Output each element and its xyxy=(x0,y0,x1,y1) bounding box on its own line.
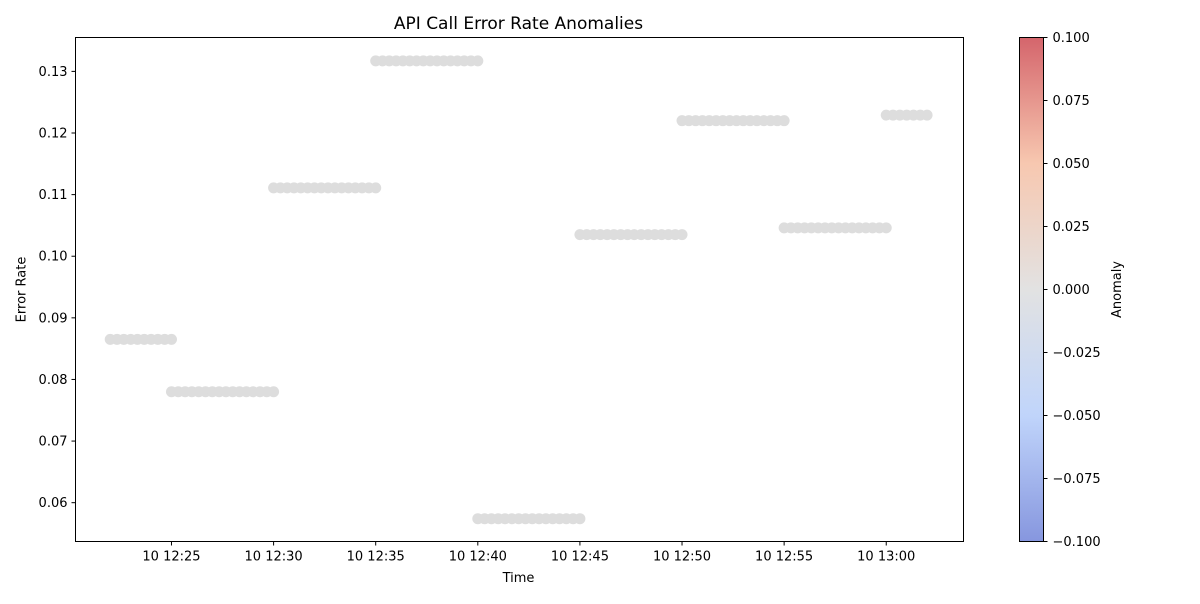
y-tick-label: 0.13 xyxy=(39,65,68,80)
colorbar-tick-label: −0.075 xyxy=(1053,472,1101,487)
data-segment xyxy=(574,229,688,241)
y-tick-label: 0.11 xyxy=(39,188,68,203)
data-point xyxy=(778,115,790,127)
colorbar-tick-label: 0.100 xyxy=(1053,31,1090,46)
y-axis-label: Error Rate xyxy=(15,257,30,323)
x-axis-ticks: 10 12:25 10 12:30 10 12:35 10 12:40 10 12:45… xyxy=(142,541,915,565)
x-tick-label: 10 12:45 xyxy=(551,550,609,565)
plot-area xyxy=(104,55,933,525)
data-segment xyxy=(880,109,933,121)
plot-frame xyxy=(75,37,964,542)
y-tick-label: 0.10 xyxy=(39,250,68,265)
data-point xyxy=(165,333,177,345)
y-tick-label: 0.12 xyxy=(39,127,68,142)
data-point xyxy=(676,229,688,241)
y-axis-ticks: 0.06 0.07 0.08 0.09 0.10 0.11 0.12 0.13 xyxy=(39,65,76,511)
colorbar xyxy=(1019,37,1044,542)
data-point xyxy=(370,182,382,194)
x-tick-label: 10 12:25 xyxy=(142,550,200,565)
data-segment xyxy=(370,55,484,67)
x-tick-label: 10 12:50 xyxy=(653,550,711,565)
y-tick-label: 0.07 xyxy=(39,435,68,450)
x-tick-label: 10 12:30 xyxy=(245,550,303,565)
colorbar-ticks: 0.100 0.075 0.050 0.025 0.000 −0.025 −0.050 −0.… xyxy=(1043,31,1101,550)
data-point xyxy=(268,386,280,398)
colorbar-tick-label: 0.050 xyxy=(1053,157,1090,172)
data-point xyxy=(574,513,586,525)
data-segment xyxy=(268,182,382,194)
colorbar-tick-label: 0.025 xyxy=(1053,220,1090,235)
data-segment xyxy=(676,115,790,127)
x-tick-label: 10 13:00 xyxy=(857,550,915,565)
x-tick-label: 10 12:35 xyxy=(347,550,405,565)
data-segment xyxy=(165,386,280,398)
data-segment xyxy=(472,513,586,525)
colorbar-label: Anomaly xyxy=(1110,261,1125,318)
colorbar-tick-label: 0.075 xyxy=(1053,94,1090,109)
y-tick-label: 0.08 xyxy=(39,373,68,388)
x-tick-label: 10 12:55 xyxy=(755,550,813,565)
colorbar-tick-label: −0.025 xyxy=(1053,346,1101,361)
data-point xyxy=(472,55,484,67)
data-segment xyxy=(104,333,177,345)
data-point xyxy=(880,222,892,234)
data-segment xyxy=(778,222,892,234)
y-tick-label: 0.06 xyxy=(39,496,68,511)
x-axis-label: Time xyxy=(502,571,535,586)
colorbar-tick-label: −0.050 xyxy=(1053,409,1101,424)
y-tick-label: 0.09 xyxy=(39,311,68,326)
colorbar-tick-label: 0.000 xyxy=(1053,283,1090,298)
data-point xyxy=(921,109,933,121)
chart-title: API Call Error Rate Anomalies xyxy=(394,14,643,34)
colorbar-tick-label: −0.100 xyxy=(1053,535,1101,550)
x-tick-label: 10 12:40 xyxy=(449,550,507,565)
